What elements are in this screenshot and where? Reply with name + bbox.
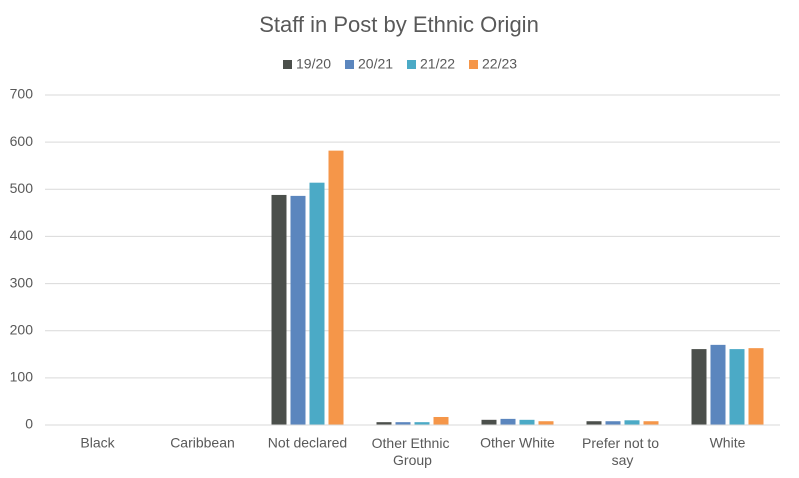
y-tick-label: 100 bbox=[10, 369, 34, 385]
bar bbox=[328, 150, 344, 425]
chart-title: Staff in Post by Ethnic Origin bbox=[259, 12, 539, 37]
legend-label: 21/22 bbox=[420, 56, 455, 72]
bar bbox=[500, 418, 516, 425]
bar bbox=[481, 419, 497, 425]
y-tick-label: 500 bbox=[10, 180, 34, 196]
legend-swatch bbox=[345, 60, 354, 69]
bar bbox=[519, 419, 535, 425]
legend-label: 22/23 bbox=[482, 56, 517, 72]
legend-label: 19/20 bbox=[296, 56, 331, 72]
bar bbox=[433, 416, 449, 425]
y-tick-label: 600 bbox=[10, 133, 34, 149]
legend-label: 20/21 bbox=[358, 56, 393, 72]
x-tick-label: Other White bbox=[480, 435, 555, 451]
bar bbox=[710, 344, 726, 425]
bar bbox=[414, 422, 430, 425]
bar bbox=[624, 420, 640, 425]
x-tick-label: White bbox=[710, 435, 746, 451]
bar bbox=[729, 349, 745, 425]
legend-swatch bbox=[469, 60, 478, 69]
x-tick-label: Prefer not to say bbox=[582, 435, 663, 468]
x-tick-label: Caribbean bbox=[170, 435, 235, 451]
bar bbox=[309, 182, 325, 425]
x-tick-label: Other Ethnic Group bbox=[372, 435, 454, 468]
y-tick-label: 300 bbox=[10, 274, 34, 290]
bar bbox=[376, 422, 392, 425]
bar bbox=[748, 348, 764, 425]
bar bbox=[271, 194, 287, 425]
y-tick-label: 200 bbox=[10, 321, 34, 337]
bar bbox=[290, 195, 306, 425]
bar bbox=[643, 421, 659, 425]
bar bbox=[691, 349, 707, 425]
bar bbox=[395, 422, 411, 425]
bar bbox=[605, 421, 621, 425]
y-tick-label: 400 bbox=[10, 227, 34, 243]
legend-swatch bbox=[283, 60, 292, 69]
bar bbox=[586, 421, 602, 425]
y-tick-label: 0 bbox=[25, 416, 33, 432]
x-tick-label: Black bbox=[80, 435, 115, 451]
x-tick-label: Not declared bbox=[268, 435, 347, 451]
y-tick-label: 700 bbox=[10, 86, 34, 102]
bar bbox=[538, 421, 554, 425]
legend-swatch bbox=[407, 60, 416, 69]
